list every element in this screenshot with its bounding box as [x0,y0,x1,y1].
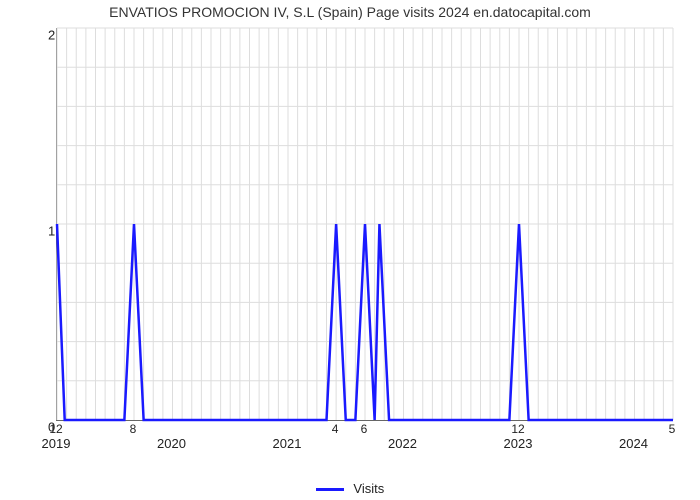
x-value-label: 5 [669,420,676,436]
x-value-label: 4 [332,420,339,436]
chart-container: ENVATIOS PROMOCION IV, S.L (Spain) Page … [0,0,700,500]
y-tick: 1 [48,224,54,239]
legend: Visits [0,481,700,496]
x-value-label: 12 [49,420,62,436]
x-major-label: 2022 [388,420,417,451]
legend-swatch [316,488,344,491]
plot-area [56,28,673,421]
x-value-label: 6 [361,420,368,436]
x-major-label: 2024 [619,420,648,451]
x-major-label: 2021 [273,420,302,451]
x-major-label: 2020 [157,420,186,451]
chart-title: ENVATIOS PROMOCION IV, S.L (Spain) Page … [0,4,700,20]
legend-label: Visits [353,481,384,496]
chart-svg [57,28,673,420]
x-value-label: 12 [511,420,524,436]
y-tick: 2 [48,28,54,43]
x-value-label: 8 [130,420,137,436]
